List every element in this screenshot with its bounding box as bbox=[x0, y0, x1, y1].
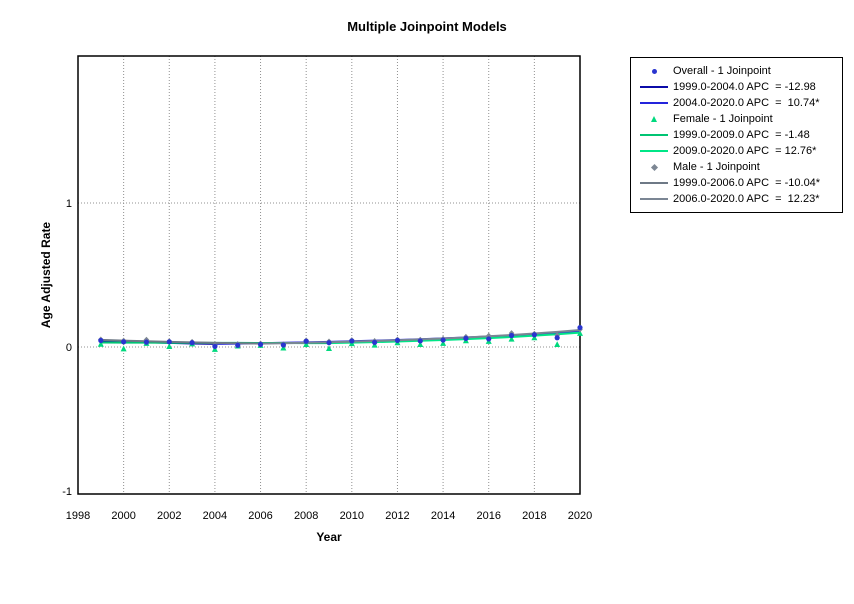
data-point-overall bbox=[143, 339, 150, 345]
x-tick-label: 1998 bbox=[66, 510, 90, 522]
data-point-overall bbox=[440, 337, 446, 343]
x-tick-label: 2012 bbox=[385, 510, 409, 522]
x-tick-label: 2020 bbox=[568, 510, 592, 522]
legend-line-sample bbox=[639, 182, 669, 184]
legend-label: 2004.0-2020.0 APC = 10.74* bbox=[673, 97, 820, 109]
legend-item: 2006.0-2020.0 APC = 12.23* bbox=[639, 191, 836, 207]
legend-label: 1999.0-2004.0 APC = -12.98 bbox=[673, 81, 816, 93]
x-axis-title: Year bbox=[316, 530, 342, 544]
data-point-overall bbox=[189, 340, 195, 346]
x-tick-label: 2000 bbox=[111, 510, 135, 522]
data-point-overall bbox=[486, 336, 492, 342]
legend-label: Overall - 1 Joinpoint bbox=[673, 65, 771, 77]
data-point-female bbox=[440, 340, 447, 346]
chart-title: Multiple Joinpoint Models bbox=[347, 19, 507, 34]
legend-item: 2009.0-2020.0 APC = 12.76* bbox=[639, 143, 836, 159]
data-point-female bbox=[577, 330, 583, 336]
legend-line-sample bbox=[639, 198, 669, 200]
legend-label: Female - 1 Joinpoint bbox=[673, 113, 773, 125]
x-tick-label: 2016 bbox=[476, 510, 500, 522]
x-tick-label: 2002 bbox=[157, 510, 181, 522]
data-point-overall bbox=[212, 343, 218, 350]
data-point-female bbox=[97, 340, 104, 347]
data-point-overall bbox=[98, 337, 104, 344]
data-point-overall bbox=[463, 335, 469, 341]
fitted-line-segment2 bbox=[328, 331, 581, 345]
legend-item: Female - 1 Joinpoint bbox=[639, 111, 836, 127]
data-point-overall bbox=[577, 324, 583, 331]
legend-item: 1999.0-2004.0 APC = -12.98 bbox=[639, 79, 836, 95]
x-tick-label: 2008 bbox=[294, 510, 318, 522]
legend-label: 2006.0-2020.0 APC = 12.23* bbox=[673, 193, 820, 205]
x-tick-label: 2006 bbox=[248, 510, 272, 522]
legend-label: 1999.0-2006.0 APC = -10.04* bbox=[673, 177, 821, 189]
y-tick-label: 1 bbox=[66, 198, 72, 210]
data-point-female bbox=[508, 335, 515, 342]
legend-label: 1999.0-2009.0 APC = -1.48 bbox=[673, 129, 810, 141]
legend-male-marker-icon bbox=[639, 163, 669, 171]
data-point-female bbox=[326, 345, 332, 352]
data-point-female bbox=[120, 345, 127, 352]
data-point-overall bbox=[257, 341, 264, 348]
data-point-overall bbox=[372, 339, 378, 345]
data-point-overall bbox=[303, 338, 309, 344]
legend: Overall - 1 Joinpoint 1999.0-2004.0 APC =… bbox=[630, 57, 843, 213]
fitted-line-segment1 bbox=[100, 338, 261, 345]
legend-label: Male - 1 Joinpoint bbox=[673, 161, 760, 173]
legend-line-sample bbox=[639, 150, 669, 152]
data-point-overall bbox=[508, 332, 515, 339]
data-point-overall bbox=[554, 335, 560, 341]
y-tick-label: 0 bbox=[66, 342, 72, 354]
x-tick-label: 2014 bbox=[431, 510, 455, 522]
data-point-overall bbox=[280, 342, 286, 348]
data-point-overall bbox=[349, 338, 355, 344]
y-tick-label: -1 bbox=[62, 486, 72, 498]
data-point-female bbox=[166, 343, 173, 350]
data-point-overall bbox=[121, 339, 127, 345]
legend-item: Male - 1 Joinpoint bbox=[639, 159, 836, 175]
data-point-overall bbox=[394, 337, 401, 343]
data-point-female bbox=[554, 341, 561, 348]
data-point-overall bbox=[166, 339, 172, 345]
x-tick-label: 2018 bbox=[522, 510, 546, 522]
data-point-overall bbox=[326, 340, 332, 346]
data-point-overall bbox=[531, 332, 537, 338]
legend-item: Overall - 1 Joinpoint bbox=[639, 63, 836, 79]
data-point-overall bbox=[417, 338, 423, 344]
legend-female-marker-icon bbox=[639, 116, 669, 122]
legend-item: 1999.0-2006.0 APC = -10.04* bbox=[639, 175, 836, 191]
legend-line-sample bbox=[639, 134, 669, 136]
data-point-female bbox=[303, 341, 310, 348]
legend-item: 2004.0-2020.0 APC = 10.74* bbox=[639, 95, 836, 111]
data-point-overall bbox=[235, 342, 241, 348]
x-tick-label: 2004 bbox=[203, 510, 227, 522]
legend-item: 1999.0-2009.0 APC = -1.48 bbox=[639, 127, 836, 143]
legend-overall-marker-icon bbox=[639, 68, 669, 74]
plot-frame bbox=[77, 55, 581, 495]
legend-line-sample bbox=[639, 102, 669, 104]
legend-line-sample bbox=[639, 86, 669, 88]
data-point-female bbox=[417, 341, 424, 348]
legend-label: 2009.0-2020.0 APC = 12.76* bbox=[673, 145, 817, 157]
x-tick-label: 2010 bbox=[340, 510, 364, 522]
